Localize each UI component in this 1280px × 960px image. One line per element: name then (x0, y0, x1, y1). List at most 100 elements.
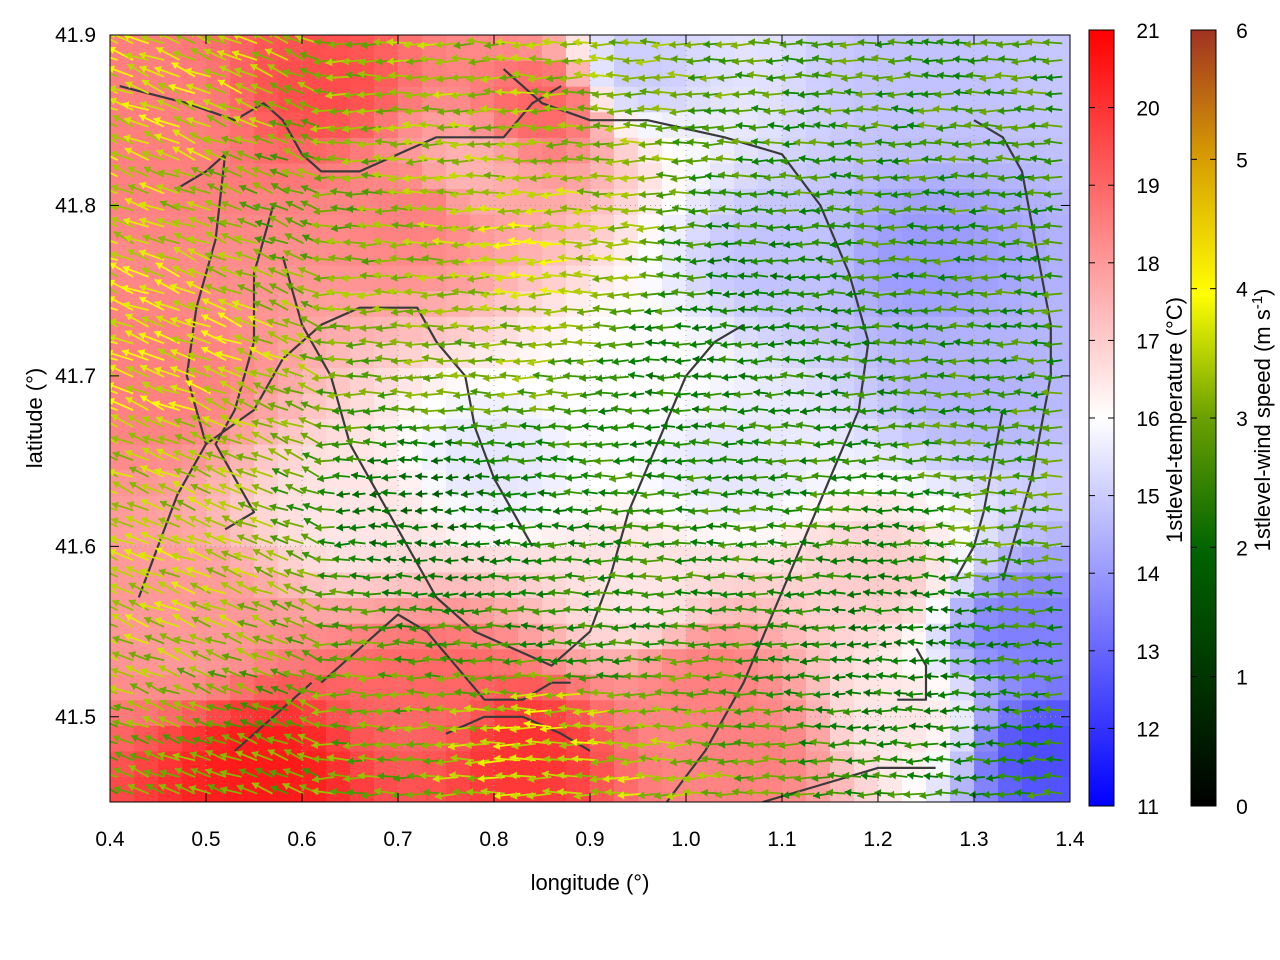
temperature-cell (734, 367, 759, 394)
temperature-cell (662, 725, 687, 752)
wind-arrow (172, 752, 196, 762)
temperature-cell (662, 495, 687, 522)
wind-arrow (713, 770, 738, 779)
temperature-cell (902, 341, 927, 368)
wind-arrow (794, 774, 815, 783)
temperature-cell (686, 60, 711, 87)
temperature-cell (110, 623, 135, 650)
temperature-cell (758, 35, 783, 62)
wind-arrow (326, 754, 351, 762)
temperature-cell (830, 495, 855, 522)
temperature-cell (182, 674, 207, 701)
wind-arrow (887, 790, 908, 799)
temperature-cell (830, 341, 855, 368)
temperature-cell (830, 367, 855, 394)
wind-arrow (477, 758, 505, 767)
coastline-contours (119, 68, 1052, 802)
temperature-cell (710, 418, 735, 445)
temperature-cell (278, 316, 303, 343)
temperature-cell (710, 674, 735, 701)
temperature-cell (926, 111, 951, 138)
temperature-cell (470, 111, 495, 138)
wind-arrow (377, 772, 397, 781)
temperature-cell (902, 699, 927, 726)
wind-arrow (357, 771, 382, 780)
temperature-cell (398, 776, 423, 802)
wind-arrow (734, 774, 753, 782)
temperature-cell (1046, 469, 1070, 496)
wind-arrow (282, 767, 304, 778)
wind-arrow (311, 787, 335, 796)
wind-arrow (857, 757, 877, 766)
temperature-cell (926, 776, 951, 802)
temperature-cell (926, 162, 951, 189)
wind-arrow (128, 764, 150, 778)
wind-arrow (480, 787, 505, 796)
wind-arrow (159, 769, 180, 778)
temperature-cell (566, 367, 591, 394)
temperature-cell (374, 648, 399, 675)
wind-arrow (998, 755, 1016, 764)
temperature-cell (566, 418, 591, 445)
y-tick-label: 41.8 (55, 194, 96, 217)
wind-speed-colorbar-tick-label: 4 (1236, 279, 1248, 302)
temperature-cell (134, 239, 159, 266)
wind-arrow (557, 754, 583, 763)
temperature-cell (134, 341, 159, 368)
wind-arrow (129, 752, 149, 762)
temperature-cell (806, 162, 831, 189)
wind-arrow (405, 755, 428, 764)
temperature-cell (902, 162, 927, 189)
temperature-cell (902, 776, 927, 802)
wind-speed-colorbar: 0 1 2 3 4 5 6 1stlevel-wind speed (m s-1) (1190, 20, 1275, 819)
wind-arrow (573, 791, 598, 800)
x-tick-label: 0.4 (95, 828, 125, 851)
temperature-cell (830, 60, 855, 87)
temperature-cell (974, 776, 999, 802)
temperature-cell (782, 444, 807, 471)
wind-speed-colorbar-label: 1stlevel-wind speed (m s-1) (1249, 289, 1275, 552)
temperature-cell (782, 341, 807, 368)
wind-arrow (251, 782, 273, 795)
temperature-cell (182, 290, 207, 317)
wind-arrow (311, 775, 335, 784)
temperature-cell (542, 35, 567, 62)
wind-arrow (651, 754, 676, 763)
temperature-cell (878, 776, 903, 802)
wind-arrow (434, 792, 459, 800)
y-axis-label: latitude (°) (22, 368, 47, 469)
temperature-cell (398, 367, 423, 394)
temperature-cell (830, 35, 855, 62)
coastline-contour (281, 256, 745, 667)
wind-arrow (253, 732, 274, 745)
wind-arrow (270, 785, 289, 795)
wind-arrow (1013, 774, 1032, 783)
temperature-cell (590, 392, 615, 420)
temperature-cell (758, 469, 783, 496)
wind-arrow (190, 767, 211, 778)
wind-arrow (311, 741, 335, 749)
temperature-cell (254, 188, 279, 215)
wind-arrow (329, 787, 351, 796)
temperature-cell (374, 111, 399, 138)
temperature-cell (998, 111, 1023, 138)
temperature-cell (950, 469, 975, 496)
temperature-cell (638, 265, 663, 292)
temperature-cell (902, 495, 927, 522)
wind-arrow (873, 754, 893, 763)
temperature-cell (710, 469, 735, 496)
wind-arrow (860, 772, 877, 780)
temperature-cell (974, 750, 999, 778)
temperature-cell (278, 725, 303, 752)
wind-arrow (175, 735, 196, 745)
temperature-cell (782, 60, 807, 87)
temperature-cell (1046, 444, 1070, 471)
temperature-cell (422, 469, 447, 496)
temperature-cell (902, 392, 927, 420)
wind-arrow (604, 788, 629, 797)
x-tick-label: 0.9 (575, 828, 604, 851)
temperature-cell (494, 469, 519, 496)
wind-arrow (951, 788, 970, 796)
wind-arrow (602, 774, 629, 783)
temperature-cell (878, 341, 903, 368)
